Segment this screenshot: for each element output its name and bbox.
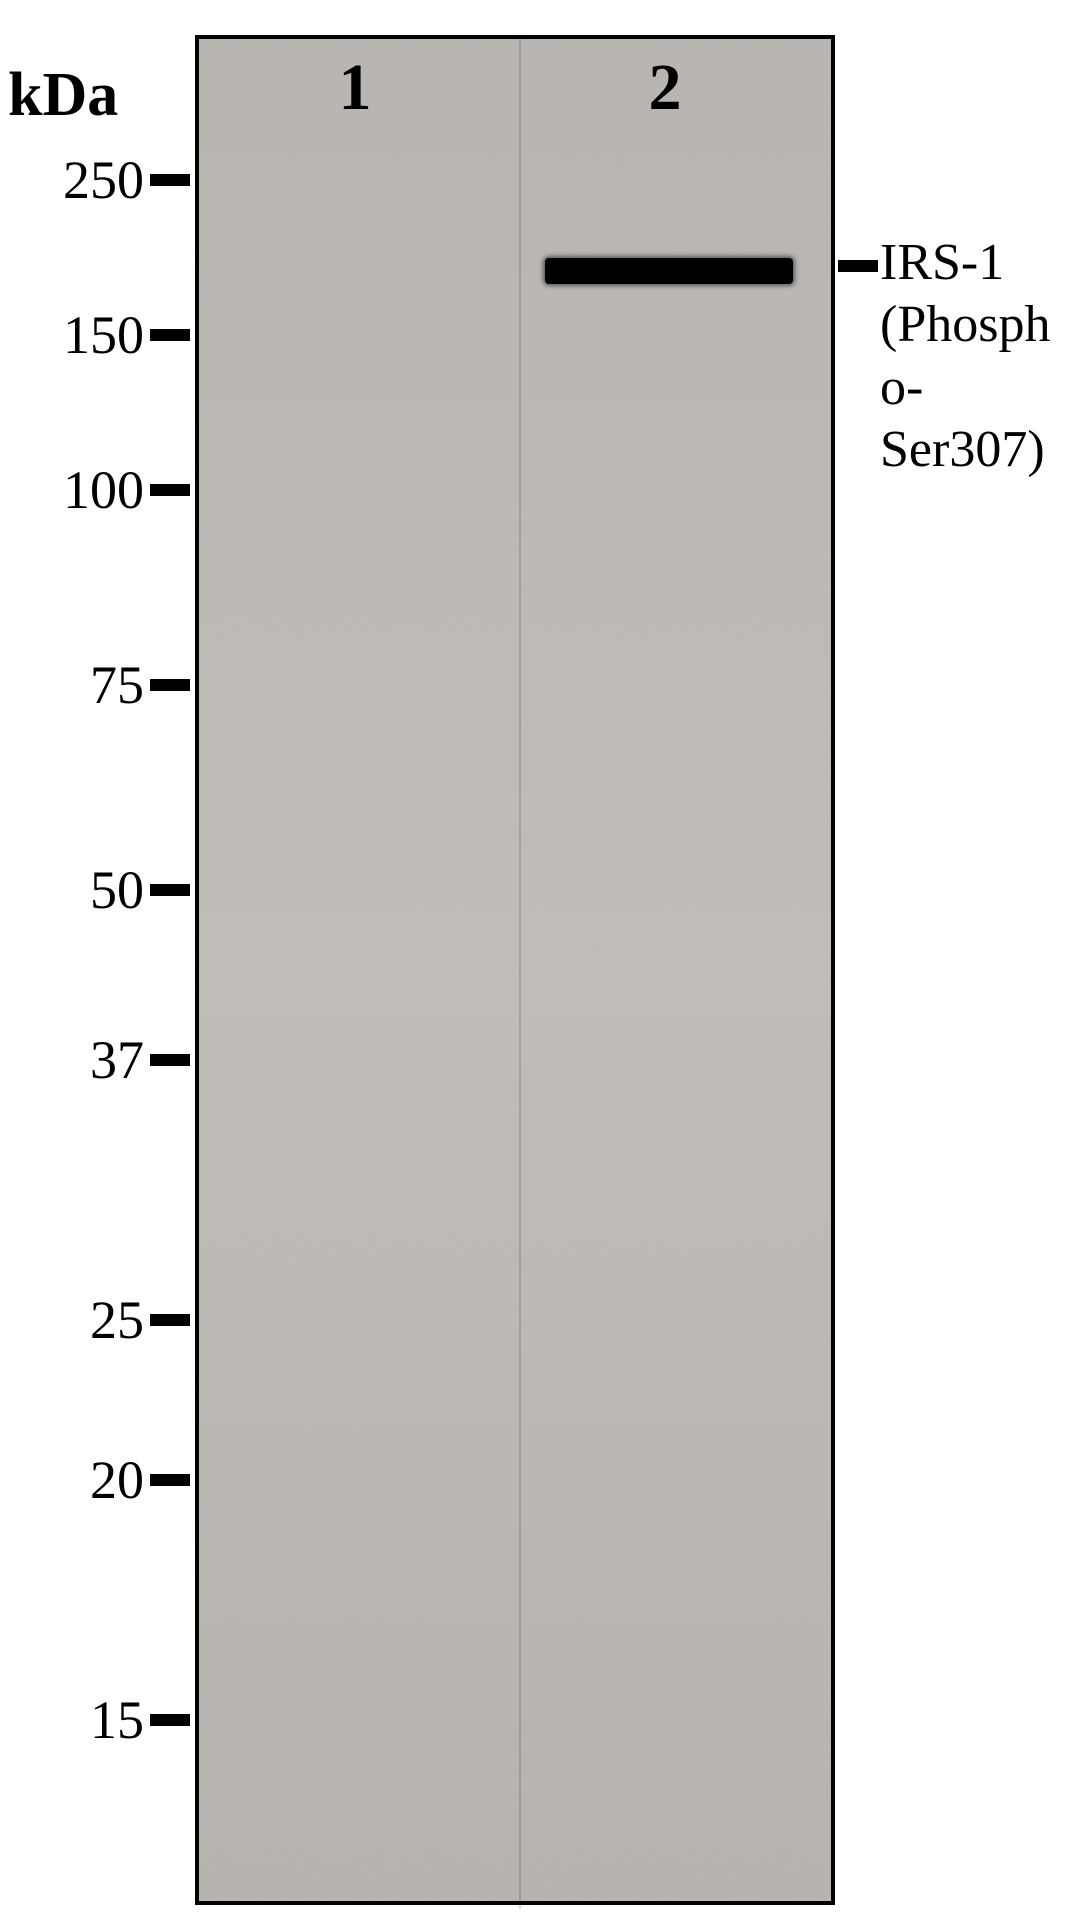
blot-figure: kDa 1 2 250 150 100 75 50 37 25 20 15 IRS-1(Phospho… xyxy=(0,0,1080,1929)
band-label-line: Ser307) xyxy=(880,419,1076,481)
mw-tick-15 xyxy=(150,1714,190,1726)
band-label-line: o- xyxy=(880,357,1076,419)
mw-label-25: 25 xyxy=(4,1289,144,1351)
lane-label-2: 2 xyxy=(635,50,695,126)
mw-label-150: 150 xyxy=(4,304,144,366)
mw-label-37: 37 xyxy=(4,1029,144,1091)
mw-tick-25 xyxy=(150,1314,190,1326)
mw-tick-75 xyxy=(150,679,190,691)
lane-label-1: 1 xyxy=(325,50,385,126)
mw-label-50: 50 xyxy=(4,859,144,921)
mw-tick-20 xyxy=(150,1474,190,1486)
mw-tick-37 xyxy=(150,1054,190,1066)
gel-background xyxy=(199,39,831,1901)
lane-divider xyxy=(519,39,521,1909)
mw-tick-250 xyxy=(150,174,190,186)
mw-label-20: 20 xyxy=(4,1449,144,1511)
mw-label-75: 75 xyxy=(4,654,144,716)
band-label-line: IRS-1 xyxy=(880,232,1076,294)
membrane xyxy=(195,35,835,1905)
band-pointer-1 xyxy=(838,260,878,272)
band-label-1: IRS-1(Phospho-Ser307) xyxy=(880,232,1076,482)
mw-tick-50 xyxy=(150,884,190,896)
mw-tick-150 xyxy=(150,329,190,341)
yaxis-unit-label: kDa xyxy=(8,60,118,131)
mw-label-250: 250 xyxy=(4,149,144,211)
band-1 xyxy=(545,258,793,284)
band-label-line: (Phosph xyxy=(880,294,1076,356)
mw-label-15: 15 xyxy=(4,1689,144,1751)
mw-tick-100 xyxy=(150,484,190,496)
mw-label-100: 100 xyxy=(4,459,144,521)
